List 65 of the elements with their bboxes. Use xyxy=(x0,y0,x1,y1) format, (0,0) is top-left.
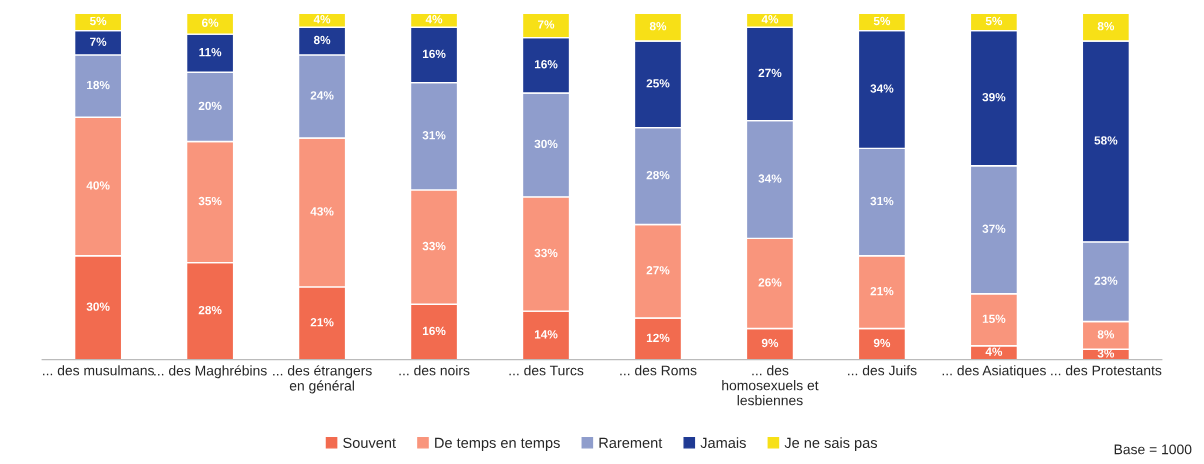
data-label: 33% xyxy=(422,241,446,251)
data-label: 16% xyxy=(422,326,446,336)
data-label: 9% xyxy=(873,338,891,348)
data-label: 14% xyxy=(534,330,558,339)
data-label: 9% xyxy=(761,338,779,348)
data-label: 28% xyxy=(646,170,670,180)
data-label: 35% xyxy=(198,196,222,206)
data-label: 58% xyxy=(1094,136,1118,145)
data-label: 30% xyxy=(86,302,110,311)
data-label: 23% xyxy=(1094,276,1118,285)
data-label: 24% xyxy=(310,91,334,100)
data-label: 26% xyxy=(758,278,782,287)
data-label: 18% xyxy=(87,80,110,90)
data-label: 30% xyxy=(534,139,558,149)
data-label: 21% xyxy=(870,286,894,296)
data-label: 31% xyxy=(422,131,446,140)
data-label: 8% xyxy=(649,21,667,31)
data-label: 25% xyxy=(646,79,670,88)
data-label: 4% xyxy=(313,15,331,24)
data-label: 39% xyxy=(982,92,1006,102)
data-label: 8% xyxy=(1097,330,1115,339)
x-tick-label: ... des musulmans xyxy=(43,365,154,376)
legend-label: Souvent xyxy=(343,437,396,448)
data-label: 12% xyxy=(646,333,670,342)
legend-label: Je ne sais pas xyxy=(784,437,878,451)
data-label: 5% xyxy=(985,16,1003,26)
data-label: 43% xyxy=(310,207,334,216)
x-tick-label: ... des Maghrébins xyxy=(154,365,267,379)
data-label: 16% xyxy=(422,49,446,59)
data-label: 4% xyxy=(761,15,779,24)
data-label: 6% xyxy=(202,18,219,27)
data-label: 7% xyxy=(90,37,107,46)
legend-label: Rarement xyxy=(599,437,663,448)
data-label: 20% xyxy=(198,101,222,110)
x-tick-label: ... des Protestants xyxy=(1051,365,1162,376)
data-label: 7% xyxy=(537,20,555,29)
x-tick-label: ... des Roms xyxy=(620,365,697,376)
data-label: 27% xyxy=(646,266,670,275)
data-label: 33% xyxy=(534,248,558,258)
data-label: 5% xyxy=(89,16,107,26)
x-tick-label: ... des homosexuels et lesbiennes xyxy=(722,365,819,406)
data-label: 21% xyxy=(310,318,334,327)
x-tick-label: ... des Turcs xyxy=(509,365,584,376)
data-label: 37% xyxy=(982,224,1006,233)
data-label: 11% xyxy=(199,47,222,57)
data-label: 8% xyxy=(313,35,331,45)
x-tick-label: ... des étrangers en général xyxy=(273,365,372,394)
data-label: 40% xyxy=(86,181,110,190)
data-label: 15% xyxy=(982,314,1006,323)
data-label: 16% xyxy=(534,60,558,69)
legend-label: De temps en temps xyxy=(435,437,560,451)
data-label: 8% xyxy=(1097,21,1115,31)
x-tick-label: ... des Juifs xyxy=(848,365,917,376)
data-label: 28% xyxy=(198,305,222,315)
data-label: 27% xyxy=(758,68,782,78)
data-label: 5% xyxy=(873,16,891,26)
data-label: 4% xyxy=(425,15,443,24)
data-label: 31% xyxy=(870,196,894,206)
legend-label: Jamais xyxy=(700,437,746,448)
data-label: 34% xyxy=(758,174,782,183)
data-label: 4% xyxy=(985,347,1003,356)
x-tick-label: ... des Asiatiques xyxy=(942,365,1046,379)
data-label: 34% xyxy=(870,84,894,93)
text: Base = 1000 xyxy=(1114,444,1192,455)
x-tick-label: ... des noirs xyxy=(399,365,470,376)
